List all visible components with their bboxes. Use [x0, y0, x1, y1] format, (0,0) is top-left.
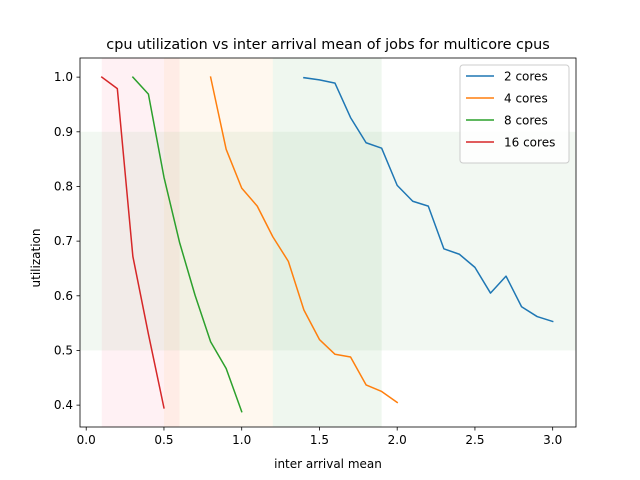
y-tick-label: 0.4 — [54, 398, 73, 412]
legend-label: 8 cores — [504, 114, 548, 128]
series-line-2-cores — [303, 76, 554, 323]
y-tick-label: 0.7 — [54, 234, 73, 248]
shaded-regions — [80, 58, 576, 427]
x-axis-label: inter arrival mean — [274, 457, 382, 471]
y-tick-label: 0.6 — [54, 289, 73, 303]
y-axis-label: utilization — [29, 229, 43, 288]
series-lines — [100, 76, 554, 413]
x-tick-label: 0.0 — [77, 433, 96, 447]
shaded-band-y — [80, 131, 576, 351]
legend-label: 2 cores — [504, 70, 548, 84]
shaded-band-x — [101, 58, 180, 427]
x-tick-label: 2.5 — [465, 433, 484, 447]
x-tick-label: 1.0 — [232, 433, 251, 447]
shaded-band-x — [272, 58, 382, 427]
legend: 2 cores 4 cores 8 cores 16 cores — [459, 64, 570, 164]
x-tick-label: 3.0 — [543, 433, 562, 447]
chart-title: cpu utilization vs inter arrival mean of… — [106, 37, 549, 53]
axes: 0.0 0.5 1.0 1.5 2.0 2.5 3.0 0.4 0.5 0.6 0.7 0.8 0.9 1… — [54, 57, 577, 447]
x-tick-label: 1.5 — [310, 433, 329, 447]
y-tick-label: 0.8 — [54, 179, 73, 193]
series-line-16-cores — [100, 76, 165, 409]
legend-label: 4 cores — [504, 92, 548, 106]
y-tick-label: 0.9 — [54, 125, 73, 139]
legend-box — [459, 64, 570, 164]
y-tick-label: 0.5 — [54, 343, 73, 357]
series-line-4-cores — [209, 76, 399, 404]
legend-label: 16 cores — [504, 136, 555, 150]
plot-frame — [79, 57, 577, 428]
x-tick-label: 0.5 — [154, 433, 173, 447]
y-tick-label: 1.0 — [54, 70, 73, 84]
shaded-band-x — [163, 58, 273, 427]
series-line-8-cores — [131, 76, 243, 413]
x-tick-label: 2.0 — [388, 433, 407, 447]
